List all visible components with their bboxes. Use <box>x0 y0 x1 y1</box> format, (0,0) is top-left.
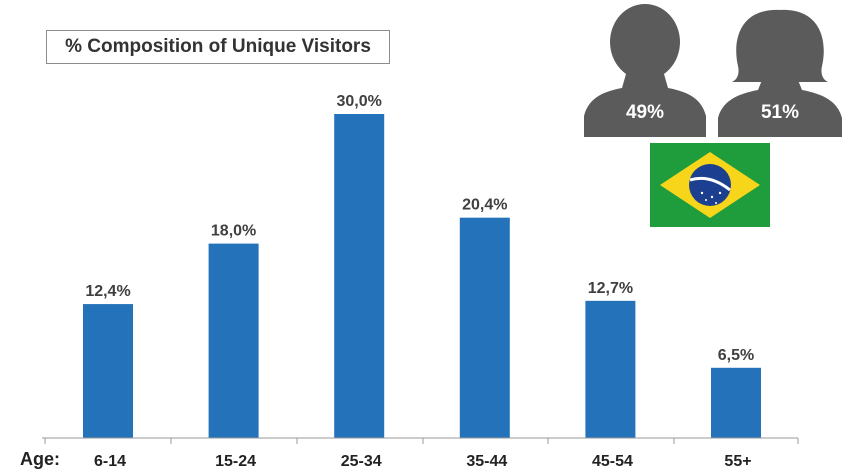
bar-45-54 <box>585 300 636 438</box>
female-percentage: 51% <box>761 102 799 123</box>
x-tick-label: 15-24 <box>215 453 256 470</box>
bar-25-34 <box>334 114 385 438</box>
data-label: 30,0% <box>337 93 382 110</box>
female-silhouette-icon: 51% <box>718 9 842 137</box>
bar-55+ <box>711 367 761 438</box>
data-label: 6,5% <box>718 347 754 364</box>
data-label: 12,7% <box>588 280 633 297</box>
data-label: 12,4% <box>85 283 130 300</box>
x-tick-label: 55+ <box>724 453 751 470</box>
x-tick-label: 25-34 <box>341 453 382 470</box>
data-label: 18,0% <box>211 223 256 240</box>
x-tick-label: 6-14 <box>94 453 126 470</box>
data-label: 20,4% <box>462 197 507 214</box>
ticks-layer: 6-14 15-24 25-34 35-44 45-54 55+ <box>44 438 799 470</box>
brazil-flag-icon <box>650 143 770 227</box>
male-percentage: 49% <box>626 102 664 123</box>
bar-15-24 <box>208 243 259 438</box>
x-tick-label: 35-44 <box>466 453 507 470</box>
chart-title: % Composition of Unique Visitors <box>46 30 390 64</box>
bar-35-44 <box>459 217 510 438</box>
male-silhouette-icon: 49% <box>584 4 706 137</box>
x-axis-title: Age: <box>20 449 60 469</box>
bar-6-14 <box>83 304 133 438</box>
x-tick-label: 45-54 <box>592 453 633 470</box>
bars-layer: 12,4% 18,0% 30,0% 20,4% 12,7% 6,5% <box>83 93 761 438</box>
